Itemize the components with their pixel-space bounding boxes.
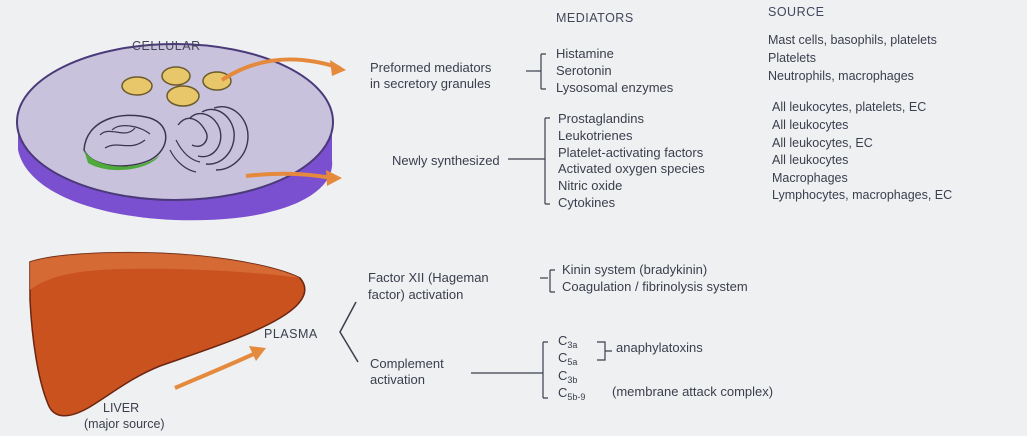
mediator-paf: Platelet-activating factors — [558, 145, 704, 160]
label-complement-1: Complement — [370, 356, 444, 371]
golgi — [189, 112, 222, 158]
item-kinin: Kinin system (bradykinin) — [562, 262, 708, 277]
source-serotonin: Platelets — [768, 51, 816, 65]
item-c3a: C3a — [558, 333, 578, 350]
label-factor-2: factor) activation — [368, 287, 464, 302]
liver-illustration — [29, 251, 306, 417]
mediator-leukotrienes: Leukotrienes — [558, 128, 633, 143]
mediator-prostaglandins: Prostaglandins — [558, 111, 644, 126]
granule — [166, 85, 200, 107]
golgi — [177, 117, 208, 147]
mediator-histamine: Histamine — [556, 46, 614, 61]
item-c5b9: C5b-9 — [558, 385, 586, 402]
arrow-preformed-head — [330, 60, 346, 76]
bracket-factor — [549, 269, 555, 293]
label-liver: LIVER — [103, 401, 140, 415]
bracket-complement — [536, 341, 548, 399]
er — [169, 139, 201, 173]
arrow-newly-head — [326, 170, 342, 186]
label-preformed-1: Preformed mediators — [370, 60, 492, 75]
label-complement-2: activation — [370, 372, 425, 387]
source-paf: All leukocytes, EC — [772, 136, 873, 150]
source-prostaglandins: All leukocytes, platelets, EC — [772, 100, 927, 114]
source-cytokines: Lymphocytes, macrophages, EC — [772, 188, 953, 202]
liver-highlight — [30, 252, 300, 290]
mediator-no: Nitric oxide — [558, 178, 623, 193]
mediator-oxygen: Activated oxygen species — [558, 161, 705, 176]
arrow-preformed — [220, 57, 341, 82]
label-cellular: CELLULAR — [132, 39, 201, 53]
source-no: Macrophages — [772, 171, 848, 185]
granule — [121, 76, 153, 96]
arrow-newly — [245, 171, 333, 180]
label-anaphylatoxins: anaphylatoxins — [616, 340, 703, 355]
item-c5a: C5a — [558, 350, 578, 367]
chromatin — [99, 125, 151, 149]
cell-illustration — [16, 43, 334, 221]
label-newly: Newly synthesized — [392, 153, 500, 168]
arrow-liver — [174, 350, 259, 390]
source-leukotrienes: All leukocytes — [772, 118, 849, 132]
bracket-preformed — [536, 53, 546, 90]
header-source: SOURCE — [768, 5, 825, 19]
golgi — [213, 106, 249, 171]
header-mediators: MEDIATORS — [556, 11, 634, 25]
arrow-liver-head — [249, 346, 266, 361]
bracket-anaphylatoxins — [597, 341, 612, 361]
nucleus — [83, 114, 167, 167]
bracket-newly — [538, 117, 550, 205]
label-mac: (membrane attack complex) — [612, 384, 774, 399]
source-oxygen: All leukocytes — [772, 153, 849, 167]
item-c3b: C3b — [558, 368, 578, 385]
label-factor-1: Factor XII (Hageman — [368, 270, 489, 285]
mediator-lysosomal: Lysosomal enzymes — [556, 80, 674, 95]
nucleus-rim — [84, 150, 160, 171]
plasma-branch — [339, 301, 359, 363]
mediator-cytokines: Cytokines — [558, 195, 616, 210]
golgi — [201, 108, 235, 165]
label-plasma: PLASMA — [264, 327, 318, 341]
source-histamine: Mast cells, basophils, platelets — [768, 33, 937, 47]
item-coagulation: Coagulation / fibrinolysis system — [562, 279, 748, 294]
granule — [161, 66, 191, 86]
label-preformed-2: in secretory granules — [370, 76, 491, 91]
source-lysosomal: Neutrophils, macrophages — [768, 69, 914, 83]
label-liver-sub: (major source) — [84, 417, 165, 431]
mediator-serotonin: Serotonin — [556, 63, 612, 78]
